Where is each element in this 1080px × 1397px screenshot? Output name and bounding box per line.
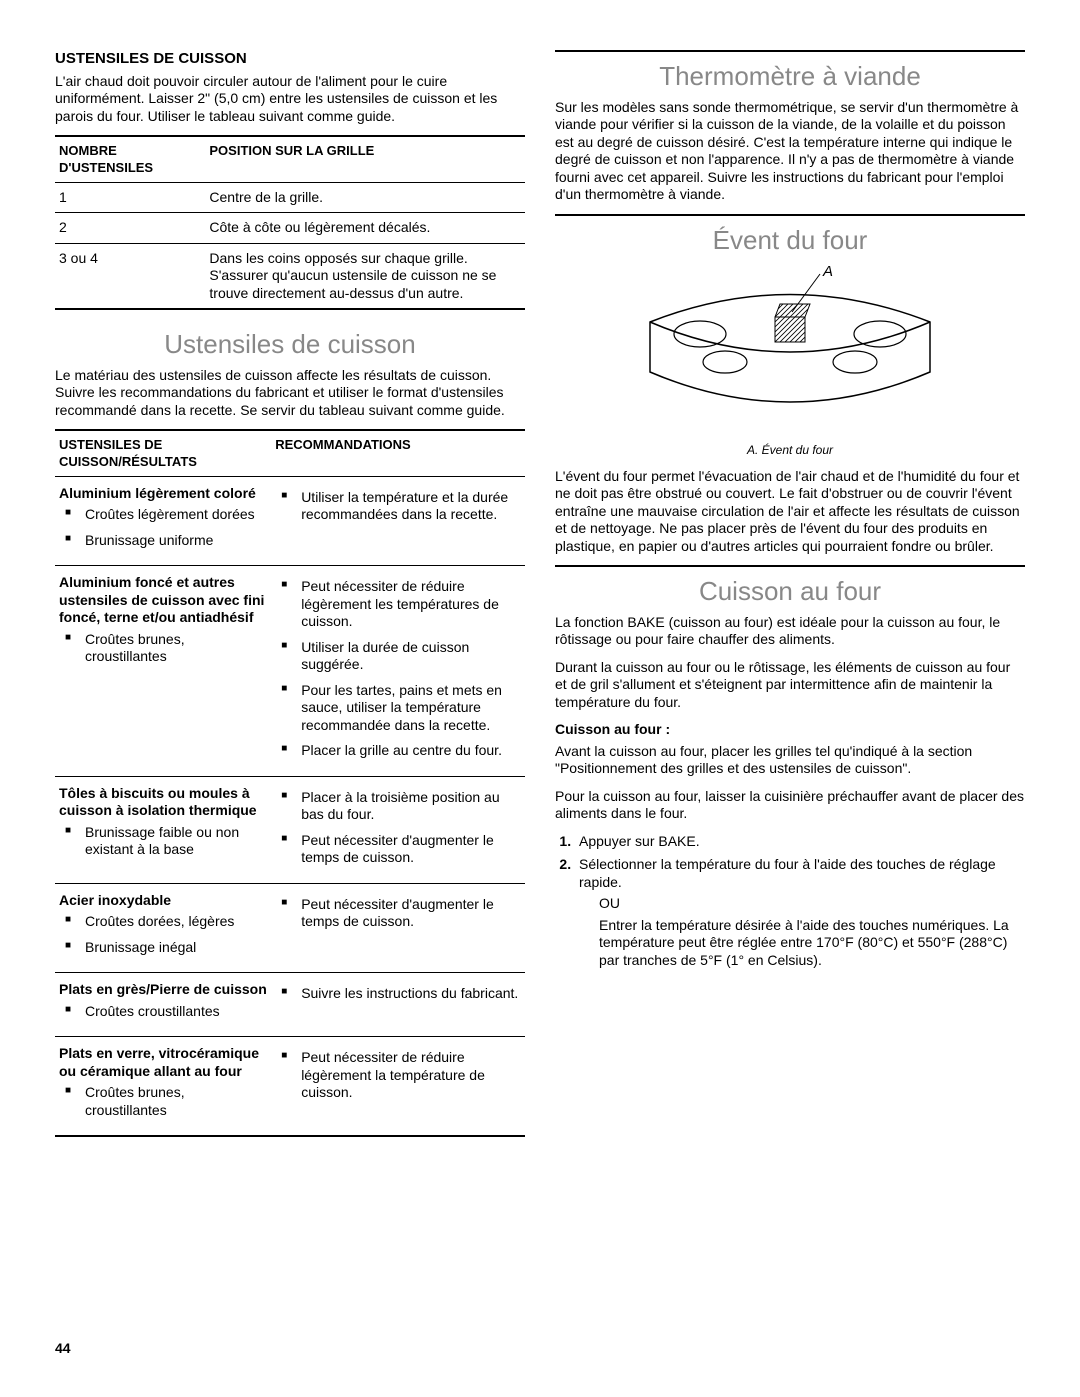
ustensiles-section-title: Ustensiles de cuisson bbox=[55, 328, 525, 361]
oven-vent-figure: A bbox=[555, 262, 1025, 437]
step-2: Sélectionner la température du four à l'… bbox=[575, 856, 1025, 969]
material-heading: Acier inoxydable bbox=[59, 892, 171, 908]
left-column: USTENSILES DE CUISSON L'air chaud doit p… bbox=[55, 50, 525, 1137]
ustensiles-intro: L'air chaud doit pouvoir circuler autour… bbox=[55, 73, 525, 126]
list-item: Brunissage inégal bbox=[59, 939, 267, 957]
steps-list: Appuyer sur BAKE. Sélectionner la tempér… bbox=[555, 833, 1025, 970]
list-item: Croûtes brunes, croustillantes bbox=[59, 1084, 267, 1119]
list-item: Peut nécessiter d'augmenter le temps de … bbox=[275, 896, 521, 931]
step-2-ou: OU bbox=[599, 895, 1025, 913]
list-item: Croûtes dorées, légères bbox=[59, 913, 267, 931]
list-item: Croûtes croustillantes bbox=[59, 1003, 267, 1021]
ustensiles-section-intro: Le matériau des ustensiles de cuisson af… bbox=[55, 367, 525, 420]
cuisson-p1: La fonction BAKE (cuisson au four) est i… bbox=[555, 614, 1025, 649]
list-item: Brunissage uniforme bbox=[59, 532, 267, 550]
event-para: L'évent du four permet l'évacuation de l… bbox=[555, 468, 1025, 556]
figure-label-A: A bbox=[822, 263, 833, 280]
figure-caption: A. Évent du four bbox=[555, 443, 1025, 458]
table-row: Aluminium légèrement coloré Croûtes légè… bbox=[55, 476, 525, 566]
list-item: Suivre les instructions du fabricant. bbox=[275, 985, 521, 1003]
material-heading: Aluminium foncé et autres ustensiles de … bbox=[59, 574, 264, 625]
step-1: Appuyer sur BAKE. bbox=[575, 833, 1025, 851]
list-item: Croûtes légèrement dorées bbox=[59, 506, 267, 524]
list-item: Pour les tartes, pains et mets en sauce,… bbox=[275, 682, 521, 735]
cuisson-p2: Durant la cuisson au four ou le rôtissag… bbox=[555, 659, 1025, 712]
list-item: Placer à la troisième position au bas du… bbox=[275, 789, 521, 824]
cuisson-subhead: Cuisson au four : bbox=[555, 721, 1025, 739]
rule-line bbox=[555, 565, 1025, 567]
table-row: 1 Centre de la grille. bbox=[55, 182, 525, 213]
recommendations-table: USTENSILES DE CUISSON/RÉSULTATS RECOMMAN… bbox=[55, 429, 525, 1137]
rule-line bbox=[555, 214, 1025, 216]
event-title: Évent du four bbox=[555, 224, 1025, 257]
material-heading: Plats en verre, vitrocéramique ou cérami… bbox=[59, 1045, 259, 1079]
list-item: Peut nécessiter de réduire légèrement la… bbox=[275, 1049, 521, 1102]
list-item: Croûtes brunes, croustillantes bbox=[59, 631, 267, 666]
step-2-alt: Entrer la température désirée à l'aide d… bbox=[599, 917, 1025, 970]
list-item: Utiliser la température et la durée reco… bbox=[275, 489, 521, 524]
table-row: Plats en verre, vitrocéramique ou cérami… bbox=[55, 1037, 525, 1137]
manual-page: USTENSILES DE CUISSON L'air chaud doit p… bbox=[0, 0, 1080, 1167]
cuisson-title: Cuisson au four bbox=[555, 575, 1025, 608]
list-item: Placer la grille au centre du four. bbox=[275, 742, 521, 760]
table-row: Plats en grès/Pierre de cuisson Croûtes … bbox=[55, 973, 525, 1037]
material-heading: Tôles à biscuits ou moules à cuisson à i… bbox=[59, 785, 257, 819]
rule-line bbox=[555, 50, 1025, 52]
list-item: Peut nécessiter d'augmenter le temps de … bbox=[275, 832, 521, 867]
list-item: Utiliser la durée de cuisson suggérée. bbox=[275, 639, 521, 674]
t1-h1: NOMBRE D'USTENSILES bbox=[55, 136, 205, 182]
cuisson-p3: Avant la cuisson au four, placer les gri… bbox=[555, 743, 1025, 778]
right-column: Thermomètre à viande Sur les modèles san… bbox=[555, 50, 1025, 1137]
page-number: 44 bbox=[55, 1340, 71, 1358]
utensil-position-table: NOMBRE D'USTENSILES POSITION SUR LA GRIL… bbox=[55, 135, 525, 310]
material-heading: Aluminium légèrement coloré bbox=[59, 485, 256, 501]
thermometre-title: Thermomètre à viande bbox=[555, 60, 1025, 93]
table-row: Aluminium foncé et autres ustensiles de … bbox=[55, 566, 525, 777]
t1-h2: POSITION SUR LA GRILLE bbox=[205, 136, 525, 182]
t2-h1: USTENSILES DE CUISSON/RÉSULTATS bbox=[55, 430, 271, 476]
table-row: Tôles à biscuits ou moules à cuisson à i… bbox=[55, 776, 525, 883]
cooktop-diagram: A bbox=[630, 262, 950, 432]
list-item: Brunissage faible ou non existant à la b… bbox=[59, 824, 267, 859]
list-item: Peut nécessiter de réduire légèrement le… bbox=[275, 578, 521, 631]
table-row: 2 Côte à côte ou légèrement décalés. bbox=[55, 213, 525, 244]
thermometre-para: Sur les modèles sans sonde thermométriqu… bbox=[555, 99, 1025, 204]
ustensiles-heading: USTENSILES DE CUISSON bbox=[55, 50, 525, 69]
table-row: Acier inoxydable Croûtes dorées, légères… bbox=[55, 883, 525, 973]
table-row: 3 ou 4 Dans les coins opposés sur chaque… bbox=[55, 243, 525, 309]
cuisson-p4: Pour la cuisson au four, laisser la cuis… bbox=[555, 788, 1025, 823]
material-heading: Plats en grès/Pierre de cuisson bbox=[59, 981, 267, 997]
t2-h2: RECOMMANDATIONS bbox=[271, 430, 525, 476]
